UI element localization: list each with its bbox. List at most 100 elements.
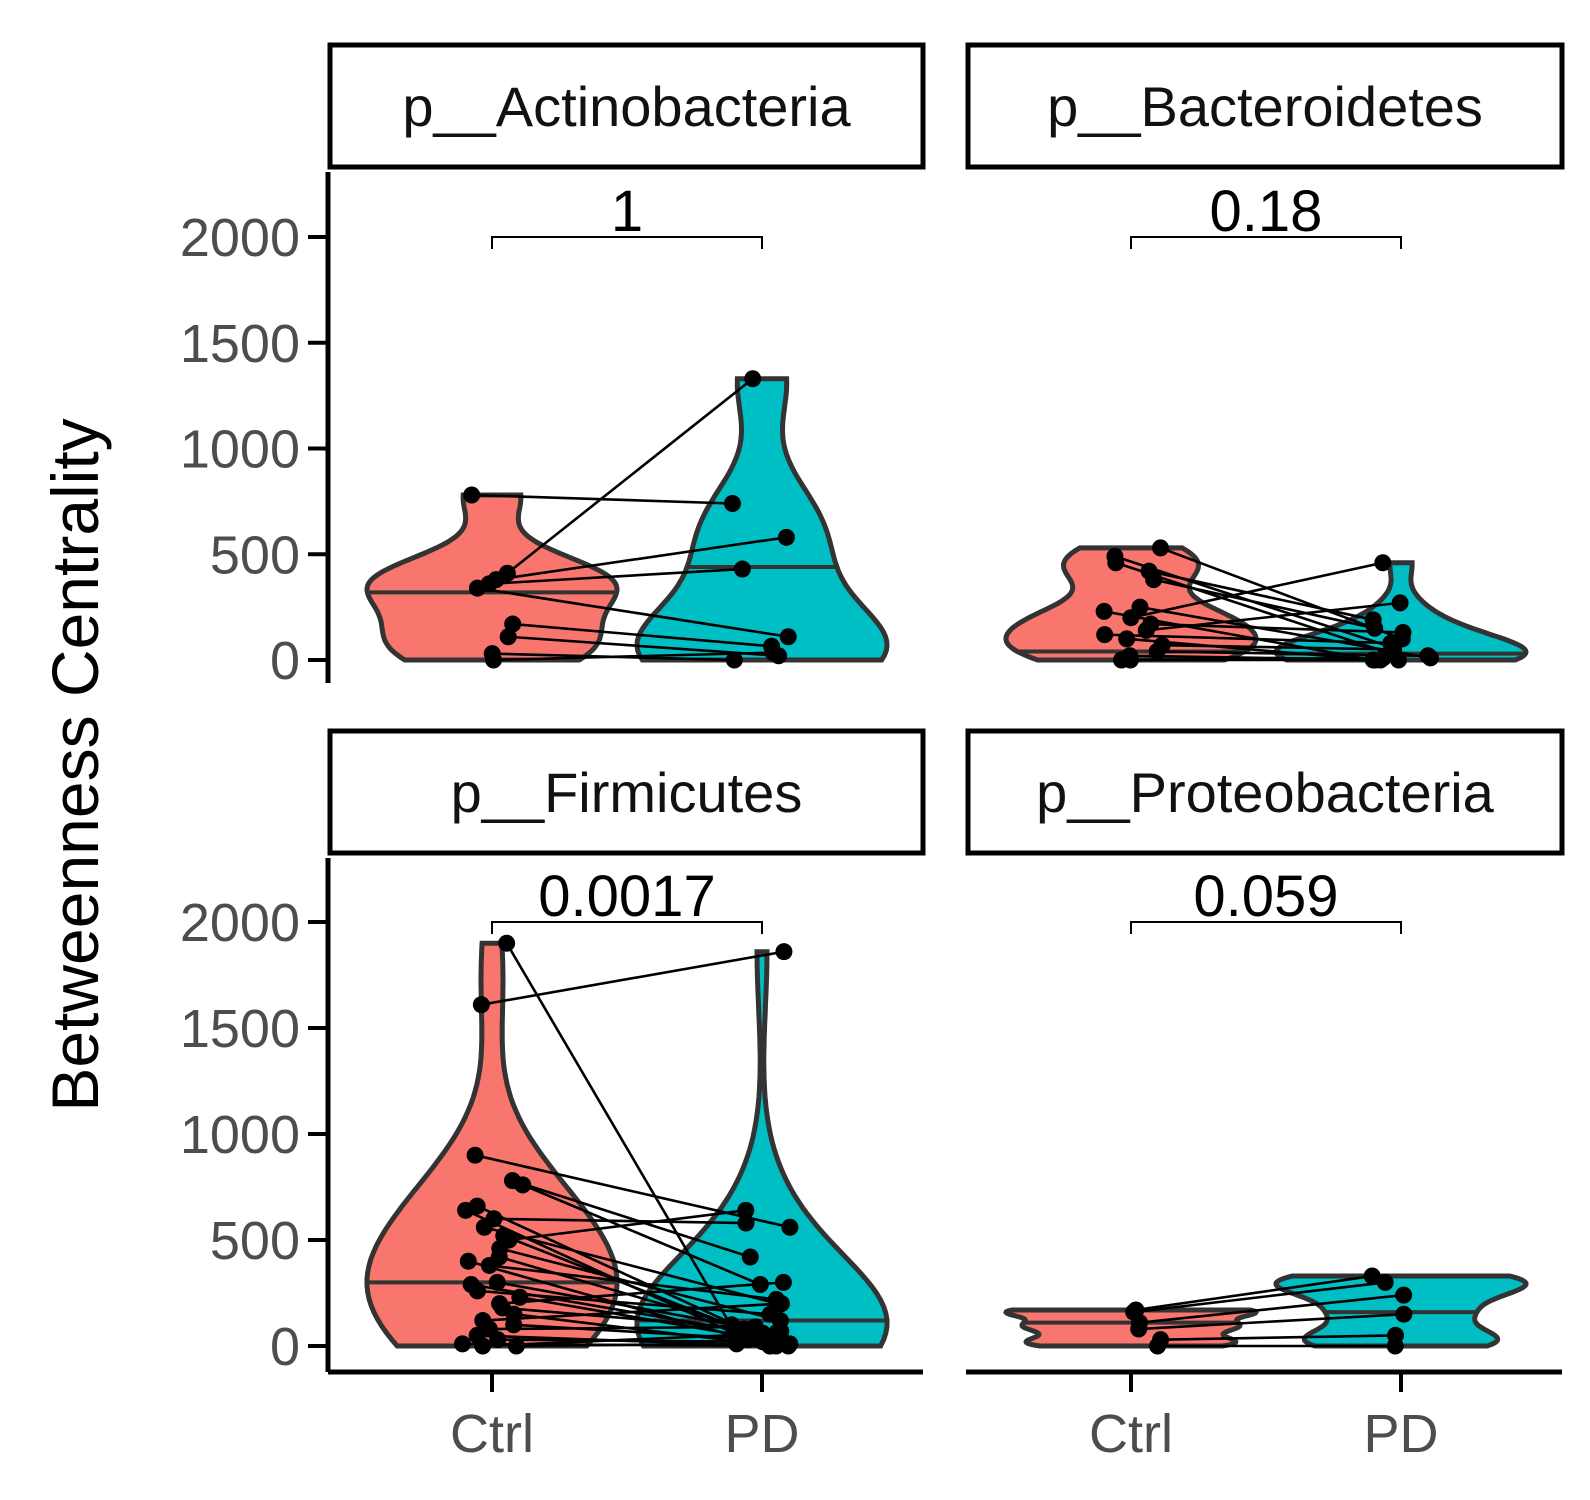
- data-point-pd: [1371, 651, 1389, 669]
- data-point-ctrl: [499, 628, 517, 646]
- y-tick-label: 1000: [180, 1105, 300, 1165]
- pair-line: [1160, 1334, 1396, 1341]
- data-point-pd: [779, 1337, 797, 1355]
- data-point-ctrl: [1149, 1337, 1167, 1355]
- data-point-pd: [774, 1273, 792, 1291]
- data-point-ctrl: [1151, 539, 1169, 557]
- pair-line: [477, 586, 789, 639]
- facet-label: p__Firmicutes: [451, 761, 803, 824]
- data-point-pd: [1391, 594, 1409, 612]
- pair-line: [489, 567, 743, 586]
- data-point-pd: [1366, 619, 1384, 637]
- pair-line: [493, 651, 774, 662]
- y-tick-label: 1500: [180, 999, 300, 1059]
- facet-panel: p__Bacteroidetes 0.18: [965, 42, 1565, 669]
- y-tick-label: 1000: [180, 420, 300, 480]
- pair-line: [506, 377, 754, 575]
- y-tick-label: 0: [270, 631, 300, 691]
- data-point-pd: [746, 1318, 764, 1336]
- data-point-pd: [725, 651, 743, 669]
- pair-line: [1153, 578, 1375, 630]
- data-point-ctrl: [1118, 630, 1136, 648]
- pair-line: [1146, 601, 1401, 632]
- data-point-ctrl: [1121, 651, 1139, 669]
- data-point-ctrl: [468, 1282, 486, 1300]
- data-point-ctrl: [457, 1201, 475, 1219]
- data-point-pd: [777, 528, 795, 546]
- data-point-pd: [1390, 651, 1408, 669]
- data-point-ctrl: [472, 996, 490, 1014]
- data-point-pd: [767, 1324, 785, 1342]
- data-point-pd: [775, 943, 793, 961]
- data-point-pd: [1395, 1286, 1413, 1304]
- data-point-pd: [781, 1218, 799, 1236]
- pair-line: [512, 622, 772, 648]
- pair-line: [1162, 643, 1394, 651]
- data-point-ctrl: [480, 1256, 498, 1274]
- facet-strip: [327, 728, 926, 856]
- data-point-pd: [1363, 1267, 1381, 1285]
- pair-line: [482, 1331, 777, 1348]
- data-point-pd: [723, 494, 741, 512]
- pair-line: [481, 950, 785, 1006]
- significance-bracket: [1130, 236, 1402, 249]
- significance-bracket: [491, 236, 763, 249]
- data-point-pd: [772, 1295, 790, 1313]
- data-point-ctrl: [505, 1316, 523, 1334]
- data-point-ctrl: [475, 1218, 493, 1236]
- data-point-ctrl: [1095, 602, 1113, 620]
- pair-line: [1148, 569, 1374, 622]
- facet-label: p__Proteobacteria: [1036, 761, 1495, 824]
- violin-pd: [634, 949, 890, 1349]
- data-point-pd: [761, 1305, 779, 1323]
- data-point-pd: [779, 628, 797, 646]
- data-point-pd: [741, 1248, 759, 1266]
- data-point-ctrl: [498, 934, 516, 952]
- facet-label: p__Bacteroidetes: [1047, 75, 1483, 138]
- data-point-ctrl: [468, 579, 486, 597]
- y-tick-label: 2000: [180, 893, 300, 953]
- facet-panel: p__Firmicutes 0 500 1000 1500 2000 Ctrl PD 0.001…: [180, 728, 926, 1464]
- violin-ctrl: [1003, 545, 1259, 663]
- data-point-ctrl: [485, 651, 503, 669]
- data-point-ctrl: [453, 1335, 471, 1353]
- pair-line: [483, 1226, 778, 1305]
- data-point-ctrl: [488, 1273, 506, 1291]
- data-point-pd: [1419, 647, 1437, 665]
- pair-line: [497, 1281, 732, 1327]
- data-point-ctrl: [1145, 571, 1163, 589]
- pair-line: [1139, 1293, 1404, 1324]
- violin-pd: [634, 376, 890, 663]
- data-point-pd: [1394, 624, 1412, 642]
- facet-strip: [965, 728, 1565, 856]
- data-point-pd: [737, 1201, 755, 1219]
- facet-panel: p__Proteobacteria Ctrl PD 0.059: [965, 728, 1565, 1464]
- data-point-pd: [733, 560, 751, 578]
- data-point-pd: [1374, 554, 1392, 572]
- data-point-pd: [1395, 1305, 1413, 1323]
- pair-line: [505, 942, 738, 1337]
- x-tick-label: PD: [724, 1404, 799, 1464]
- data-point-ctrl: [514, 1176, 532, 1194]
- data-point-pd: [1386, 1337, 1404, 1355]
- pair-line: [1138, 1312, 1404, 1331]
- data-point-ctrl: [507, 1337, 525, 1355]
- data-point-ctrl: [1130, 1320, 1148, 1338]
- pair-line: [516, 1342, 737, 1348]
- data-point-ctrl: [1122, 609, 1140, 627]
- data-point-pd: [744, 370, 762, 388]
- p-value-label: 1: [611, 179, 643, 244]
- pair-line: [499, 1281, 784, 1305]
- data-point-ctrl: [463, 486, 481, 504]
- pair-line: [489, 1325, 756, 1331]
- x-tick-label: PD: [1363, 1404, 1438, 1464]
- pair-line: [498, 1255, 763, 1335]
- pair-line: [1133, 1281, 1386, 1314]
- y-tick-label: 500: [210, 1211, 300, 1271]
- y-tick-label: 1500: [180, 314, 300, 374]
- pair-line: [474, 1153, 791, 1229]
- pair-line: [1104, 633, 1391, 645]
- pair-line: [1130, 561, 1384, 619]
